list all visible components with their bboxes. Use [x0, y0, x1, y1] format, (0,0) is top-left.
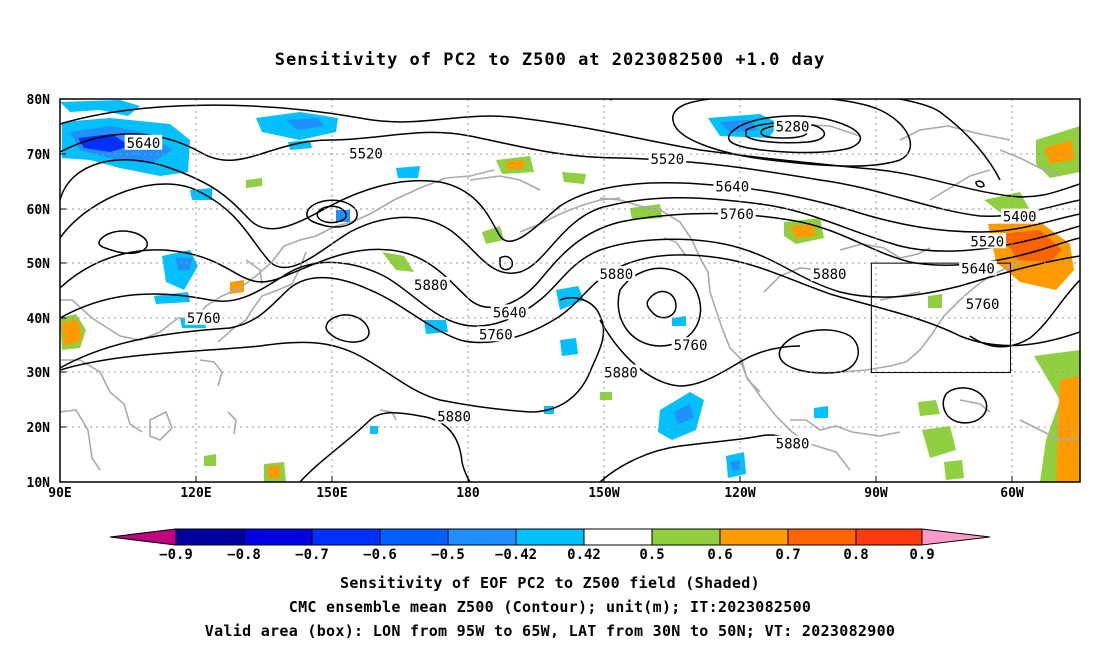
lat-label: 10N [27, 476, 51, 491]
contour-label: 5400 [1003, 210, 1037, 226]
sensitivity-shading [60, 100, 1080, 482]
lat-label: 40N [27, 312, 51, 327]
contour-label: 5760 [720, 207, 754, 223]
lon-label: 150W [588, 486, 619, 501]
colorbar: −0.9 −0.8 −0.7 −0.6 −0.5 −0.42 0.42 0.5 0.6 0.7 0.… [109, 528, 991, 563]
lon-label: 150E [316, 486, 347, 501]
colorbar-segment [447, 528, 517, 546]
contour-label-bg [713, 178, 752, 194]
contour-label: 5760 [674, 338, 708, 354]
axis-ticks [60, 98, 1013, 483]
colorbar-segment [719, 528, 789, 546]
caption-shading: Sensitivity of EOF PC2 to Z500 field (Sh… [340, 574, 760, 592]
contour-label: 5520 [970, 234, 1004, 250]
valid-area-box [870, 262, 1011, 374]
colorbar-label: −0.5 [431, 547, 465, 563]
contour-label: 5640 [715, 180, 749, 196]
lon-label: 180 [456, 486, 480, 501]
plot-title: Sensitivity of PC2 to Z500 at 2023082500… [274, 50, 826, 70]
contour-label-bg [810, 266, 849, 282]
contour-label: 5520 [651, 152, 685, 168]
colorbar-arrow-high [921, 528, 991, 546]
contour-label-bg [184, 309, 223, 325]
contour-label: 5640 [961, 262, 995, 278]
colorbar-segment [583, 528, 653, 546]
lon-label: 60W [1000, 486, 1024, 501]
contour-label: 5880 [414, 278, 448, 294]
colorbar-label: −0.9 [159, 547, 193, 563]
colorbar-label: −0.7 [295, 547, 329, 563]
contour-label: 5280 [776, 119, 810, 135]
colorbar-label: 0.5 [639, 547, 664, 563]
colorbar-segment [787, 528, 857, 546]
contour-label-bg [435, 408, 473, 424]
colorbar-label: 0.6 [707, 547, 732, 563]
colorbar-label: 0.42 [567, 547, 601, 563]
colorbar-arrow-low [109, 528, 177, 546]
colorbar-label: 0.8 [843, 547, 868, 563]
contour-label-bg [648, 151, 687, 167]
contour-labels: 5640 5520 5280 5520 5640 5760 5400 5520 5640 5760… [124, 118, 1039, 453]
caption-valid-area: Valid area (box): LON from 95W to 65W, L… [204, 622, 896, 640]
contour-label-bg [412, 277, 450, 293]
colorbar-segment [855, 528, 923, 546]
colorbar-segment [311, 528, 381, 546]
colorbar-label: −0.8 [227, 547, 261, 563]
contour-label: 5880 [437, 409, 471, 425]
contour-label: 5640 [493, 305, 527, 321]
contour-label-bg [597, 266, 636, 282]
colorbar-segment [651, 528, 721, 546]
lat-label: 60N [27, 203, 51, 218]
contour-label-bg [477, 326, 515, 342]
colorbar-segment [515, 528, 585, 546]
contour-label-bg [773, 118, 812, 134]
lat-label: 50N [27, 257, 51, 272]
contour-label: 5520 [349, 147, 383, 163]
contour-label-bg [963, 296, 1002, 312]
colorbar-label: −0.6 [363, 547, 397, 563]
lon-label: 90W [864, 486, 888, 501]
colorbar-segment [379, 528, 449, 546]
lon-label: 120E [180, 486, 211, 501]
contour-label-bg [959, 260, 997, 276]
colorbar-label: 0.7 [775, 547, 800, 563]
colorbar-label: 0.9 [909, 547, 934, 563]
contour-label: 5880 [813, 267, 847, 283]
contour-label-bg [968, 233, 1007, 249]
colorbar-segment [243, 528, 313, 546]
contour-label-bg [1000, 208, 1039, 224]
lat-label: 80N [27, 93, 51, 108]
contour-label: 5760 [966, 297, 1000, 313]
lat-label: 30N [27, 366, 51, 381]
contour-label-bg [347, 145, 385, 161]
contour-label-bg [490, 304, 529, 320]
contour-label-bg [671, 337, 710, 353]
contour-label-bg [718, 205, 756, 221]
lon-label: 120W [724, 486, 755, 501]
contour-label: 5760 [187, 311, 221, 327]
contour-label-bg [773, 435, 812, 451]
caption-contour: CMC ensemble mean Z500 (Contour); unit(m… [288, 598, 812, 616]
contour-label: 5880 [776, 437, 810, 453]
contour-label-bg [124, 134, 163, 150]
plot-frame [59, 98, 1081, 483]
contour-label: 5880 [600, 267, 634, 283]
colorbar-label: −0.42 [495, 547, 537, 563]
contour-label: 5880 [604, 366, 638, 382]
lat-label: 70N [27, 148, 51, 163]
lat-label: 20N [27, 421, 51, 436]
contour-label-bg [602, 364, 640, 380]
contour-label: 5760 [479, 327, 513, 343]
colorbar-segment [175, 528, 245, 546]
lon-label: 90E [48, 486, 71, 501]
contour-label: 5640 [127, 136, 161, 152]
